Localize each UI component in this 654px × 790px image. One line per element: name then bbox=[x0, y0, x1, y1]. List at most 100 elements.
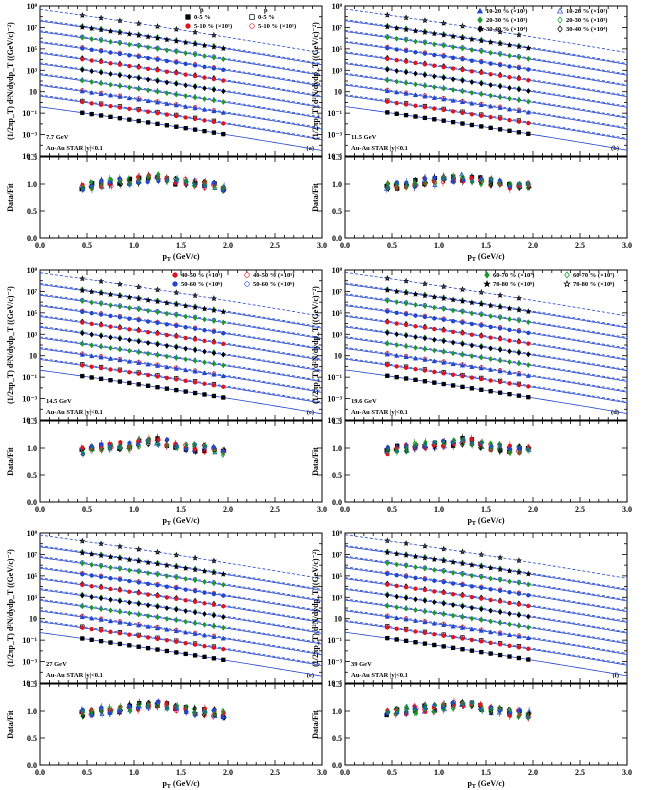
ratio-frame bbox=[344, 156, 628, 239]
energy-label: 27 GeV bbox=[46, 661, 67, 668]
data-point bbox=[441, 54, 446, 59]
data-point bbox=[497, 379, 503, 385]
data-point bbox=[441, 317, 446, 322]
data-point bbox=[80, 77, 85, 84]
data-point bbox=[221, 319, 226, 326]
data-point bbox=[89, 353, 95, 358]
fit-curve bbox=[40, 589, 322, 634]
data-point bbox=[155, 78, 160, 84]
data-point bbox=[526, 362, 531, 368]
data-point bbox=[97, 540, 105, 547]
data-point bbox=[488, 356, 493, 362]
ratio-point bbox=[412, 440, 417, 447]
x-tick-label: 1.5 bbox=[176, 505, 186, 514]
data-point bbox=[173, 37, 180, 44]
data-point bbox=[145, 120, 151, 125]
data-point bbox=[108, 103, 113, 109]
data-point bbox=[450, 87, 456, 93]
ratio-tick-label: 1.5 bbox=[332, 417, 342, 426]
data-point bbox=[526, 657, 531, 662]
data-point bbox=[497, 346, 503, 353]
data-point bbox=[221, 88, 226, 95]
data-point bbox=[183, 598, 188, 603]
data-point bbox=[394, 299, 399, 306]
data-point bbox=[526, 341, 531, 346]
data-point bbox=[469, 626, 475, 632]
fit-curve bbox=[40, 51, 322, 97]
data-point bbox=[126, 293, 133, 300]
data-point bbox=[202, 654, 207, 659]
y-tick-label: 10⁵ bbox=[332, 45, 343, 54]
data-point bbox=[98, 37, 104, 44]
y-tick-label: 10⁹ bbox=[332, 529, 343, 538]
data-point bbox=[221, 395, 226, 400]
data-point bbox=[459, 22, 466, 29]
fit-curve bbox=[345, 304, 627, 349]
fit-curve bbox=[40, 20, 322, 66]
data-point bbox=[201, 106, 208, 112]
y-tick-label: 10⁵ bbox=[27, 572, 38, 581]
data-point bbox=[117, 619, 123, 625]
fit-curve bbox=[345, 587, 627, 633]
fit-curve bbox=[40, 52, 322, 98]
data-point bbox=[116, 554, 124, 561]
y-tick-label: 10⁻³ bbox=[22, 395, 37, 404]
data-point bbox=[413, 324, 418, 329]
fit-curve bbox=[40, 30, 322, 75]
data-point bbox=[117, 577, 123, 582]
data-point bbox=[469, 112, 475, 117]
data-point bbox=[450, 602, 456, 608]
data-point bbox=[183, 313, 188, 320]
data-point bbox=[432, 41, 437, 48]
data-point bbox=[80, 373, 85, 379]
data-point bbox=[89, 561, 94, 568]
data-point bbox=[221, 657, 226, 662]
data-point bbox=[79, 23, 86, 30]
data-point bbox=[394, 35, 399, 42]
data-point bbox=[117, 105, 123, 110]
data-point bbox=[211, 97, 217, 104]
x-tick-label: 0.5 bbox=[387, 241, 397, 250]
data-point bbox=[421, 292, 429, 299]
data-point bbox=[507, 316, 512, 323]
data-point bbox=[145, 570, 151, 577]
data-point bbox=[422, 72, 428, 78]
fit-curve bbox=[40, 94, 322, 140]
data-point bbox=[450, 44, 456, 51]
data-point bbox=[164, 648, 170, 654]
data-point bbox=[422, 335, 428, 342]
data-point bbox=[192, 380, 198, 385]
data-point bbox=[432, 599, 437, 606]
ratio-point bbox=[80, 445, 85, 450]
data-point bbox=[80, 330, 85, 337]
data-point bbox=[516, 360, 522, 367]
data-point bbox=[183, 61, 188, 67]
data-point bbox=[516, 645, 522, 650]
data-point bbox=[507, 654, 512, 659]
x-tick-label: 3.0 bbox=[622, 241, 632, 250]
data-point bbox=[116, 280, 124, 287]
data-point bbox=[488, 82, 493, 88]
data-point bbox=[431, 358, 437, 364]
data-point bbox=[88, 25, 95, 32]
data-point bbox=[117, 608, 123, 615]
data-point bbox=[497, 609, 503, 616]
data-point bbox=[183, 378, 188, 383]
data-point bbox=[183, 325, 188, 330]
data-point bbox=[497, 116, 503, 121]
data-point bbox=[173, 301, 180, 308]
data-point bbox=[79, 287, 86, 294]
energy-label: 39 GeV bbox=[351, 661, 372, 668]
x-tick-label: 2.5 bbox=[575, 241, 585, 250]
data-point bbox=[79, 614, 85, 619]
data-point bbox=[469, 332, 475, 337]
data-point bbox=[507, 643, 512, 648]
data-point bbox=[487, 302, 494, 309]
data-point bbox=[174, 596, 179, 602]
data-point bbox=[422, 368, 428, 373]
fit-curve bbox=[40, 545, 322, 590]
data-point bbox=[488, 313, 493, 320]
data-point bbox=[183, 641, 188, 646]
data-point bbox=[220, 45, 227, 52]
ratio-point bbox=[496, 441, 502, 448]
